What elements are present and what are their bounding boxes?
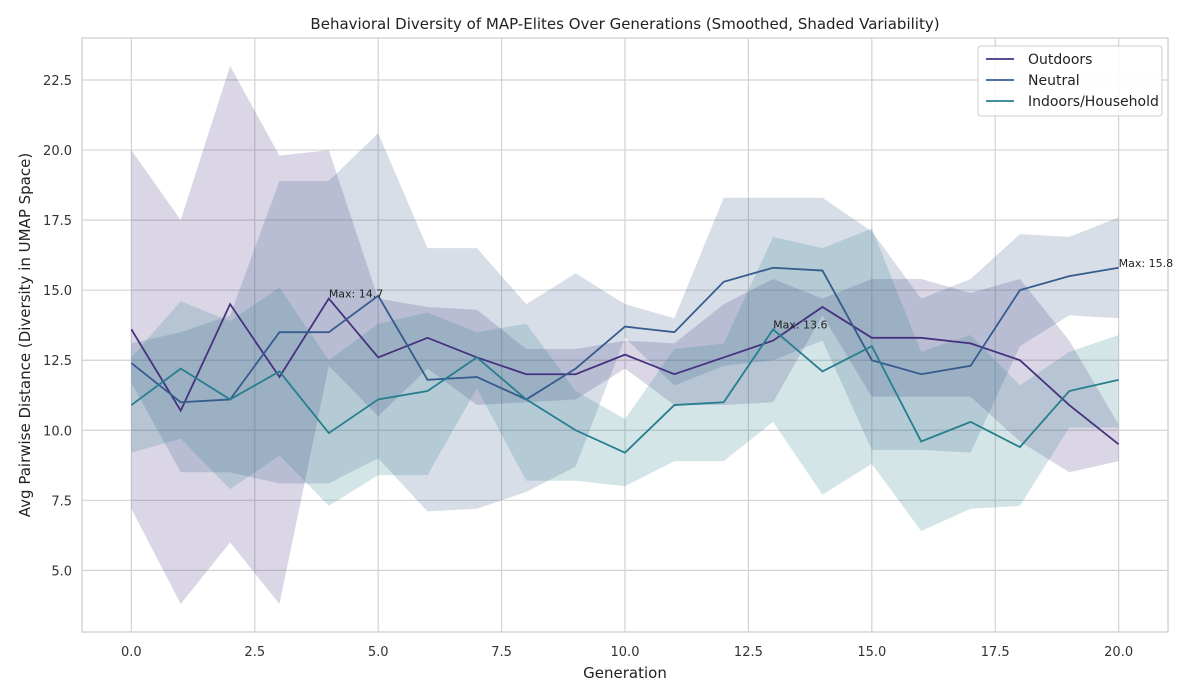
y-tick-label: 22.5 — [43, 74, 72, 89]
x-tick-label: 10.0 — [611, 645, 640, 660]
annotations: Max: 14.7 Max: 13.6 Max: 15.8 — [329, 257, 1173, 332]
legend-label: Outdoors — [1028, 52, 1092, 68]
line-neutral — [130, 266, 1119, 404]
x-tick-label: 17.5 — [981, 645, 1010, 660]
y-tick-label: 20.0 — [43, 144, 72, 159]
y-tick-label: 5.0 — [51, 564, 72, 579]
x-tick-label: 7.5 — [491, 645, 512, 660]
legend-label: Neutral — [1028, 73, 1080, 89]
x-axis-label: Generation — [583, 664, 667, 682]
grid — [82, 38, 1168, 632]
y-tick-label: 10.0 — [43, 424, 72, 439]
line-outdoors — [130, 297, 1120, 445]
band-indoors-household — [131, 228, 1119, 532]
legend-box — [977, 45, 1163, 117]
max-annotation: Max: 13.6 — [773, 318, 827, 331]
max-annotation: Max: 14.7 — [329, 288, 383, 301]
x-tick-label: 20.0 — [1104, 645, 1133, 660]
y-axis-label: Avg Pairwise Distance (Diversity in UMAP… — [16, 153, 34, 517]
variability-bands — [131, 66, 1119, 604]
legend-label: Indoors/Household — [1028, 94, 1159, 110]
x-tick-label: 0.0 — [121, 645, 142, 660]
x-tick-label: 2.5 — [244, 645, 265, 660]
band-neutral — [131, 133, 1119, 512]
x-tick-label: 15.0 — [857, 645, 886, 660]
y-axis-ticks: 5.0 7.5 10.0 12.5 15.0 17.5 20.0 22.5 — [43, 74, 72, 579]
series-lines — [130, 266, 1120, 454]
x-axis-ticks: 0.0 2.5 5.0 7.5 10.0 12.5 15.0 17.5 20.0 — [121, 645, 1133, 660]
max-annotation: Max: 15.8 — [1119, 257, 1173, 270]
y-tick-label: 15.0 — [43, 284, 72, 299]
chart-title: Behavioral Diversity of MAP-Elites Over … — [310, 15, 939, 33]
x-tick-label: 12.5 — [734, 645, 763, 660]
band-outdoors — [131, 66, 1119, 604]
y-tick-label: 12.5 — [43, 354, 72, 369]
y-tick-label: 7.5 — [51, 494, 72, 509]
y-tick-label: 17.5 — [43, 214, 72, 229]
line-indoors-household — [130, 328, 1119, 454]
legend: Outdoors Neutral Indoors/Household — [977, 45, 1163, 117]
x-tick-label: 5.0 — [368, 645, 389, 660]
